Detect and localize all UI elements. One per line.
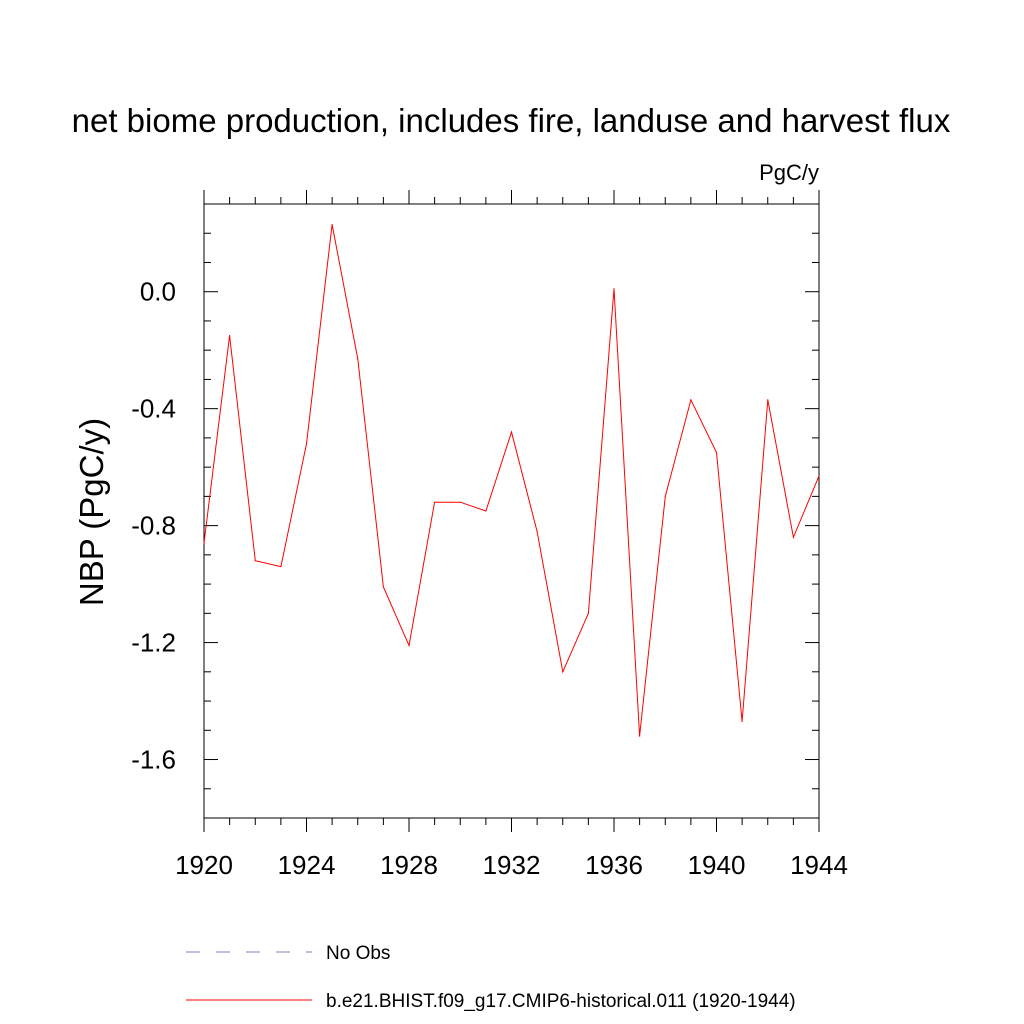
data-point [587, 612, 589, 614]
data-point [459, 501, 461, 503]
data-point [408, 644, 410, 647]
x-tick-label: 1944 [790, 850, 848, 880]
y-tick-label: -0.4 [131, 394, 176, 424]
series-line-0 [203, 224, 820, 737]
plot-frame [203, 203, 820, 819]
y-tick-label: -1.2 [131, 628, 176, 658]
data-point [741, 720, 743, 723]
data-point [613, 288, 615, 290]
data-point [510, 431, 513, 433]
data-point [305, 443, 308, 445]
y-tick-label: -1.6 [131, 745, 176, 775]
legend-label: No Obs [326, 943, 390, 964]
y-tick-label: 0.0 [140, 277, 176, 307]
data-point [254, 560, 256, 562]
data-point [639, 735, 641, 737]
y-axis-label: NBP (PgC/y) [73, 418, 110, 606]
data-series [203, 223, 820, 737]
data-point [229, 334, 231, 337]
data-point [690, 399, 692, 401]
data-point [280, 565, 282, 568]
data-point [767, 399, 769, 401]
chart-title: net biome production, includes fire, lan… [72, 102, 951, 139]
x-tick-label: 1940 [688, 850, 746, 880]
x-tick-label: 1936 [585, 850, 643, 880]
legend: No Obs b.e21.BHIST.f09_g17.CMIP6-historic… [186, 943, 796, 1012]
data-point [434, 501, 436, 503]
x-tick-label: 1920 [175, 850, 233, 880]
x-tick-label: 1928 [380, 850, 438, 880]
data-point [331, 223, 333, 226]
data-point [562, 671, 564, 673]
data-point [203, 542, 205, 544]
data-point [715, 451, 718, 454]
data-point [664, 495, 666, 497]
data-point [792, 536, 794, 538]
x-tick-label: 1924 [278, 850, 336, 880]
data-point [357, 358, 359, 360]
data-point [536, 530, 538, 533]
units-label: PgC/y [759, 160, 819, 185]
axis-ticks [203, 190, 820, 832]
x-tick-label: 1932 [483, 850, 541, 880]
legend-label: b.e21.BHIST.f09_g17.CMIP6-historical.011… [326, 991, 796, 1012]
data-point [485, 510, 487, 512]
tick-labels: 1920 1924 1928 1932 1936 1940 1944 0.0 -0.4 -0.8 -… [131, 277, 848, 880]
data-point [818, 475, 820, 477]
y-tick-label: -0.8 [131, 511, 176, 541]
data-point [382, 586, 384, 588]
